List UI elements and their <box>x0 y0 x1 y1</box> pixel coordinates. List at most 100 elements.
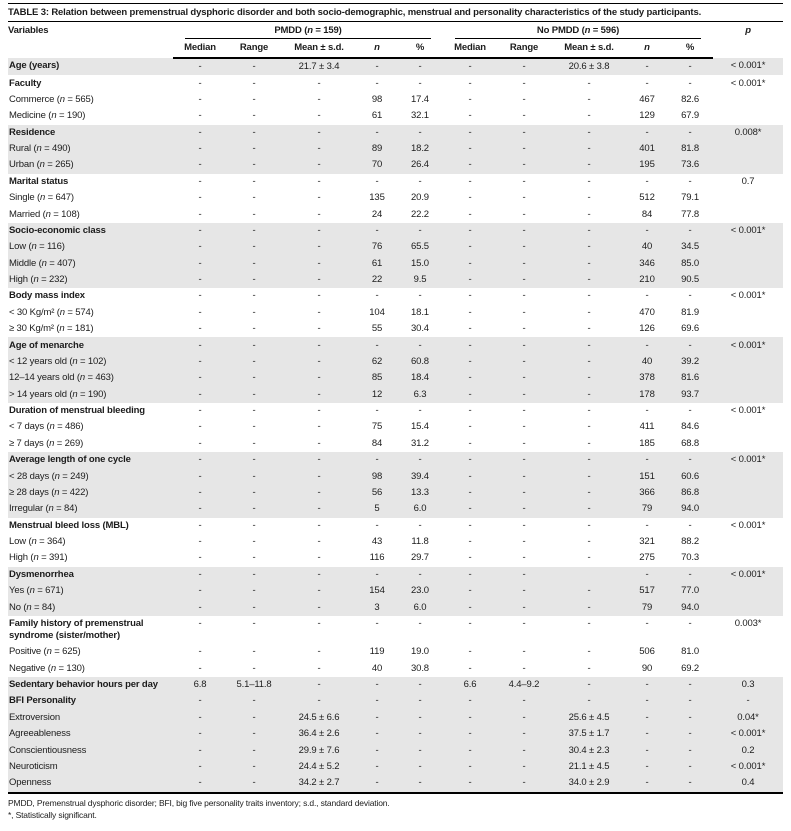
data-cell: - <box>375 744 379 756</box>
data-cell: - <box>468 744 472 756</box>
data-cell: - <box>468 585 472 597</box>
data-cell: - <box>645 405 649 417</box>
data-cell: - <box>317 208 321 220</box>
group-header-no-pmdd-label: No PMDD (n = 596) <box>455 24 702 39</box>
data-cell: 178 <box>639 388 655 400</box>
subheader-range-no-pmdd: Range <box>497 39 551 59</box>
data-cell: - <box>522 110 526 122</box>
data-cell: - <box>198 77 202 89</box>
data-cell: - <box>468 536 472 548</box>
p-value-cell <box>713 550 783 566</box>
data-cell: - <box>252 646 256 658</box>
data-cell: - <box>587 241 591 253</box>
data-cell: - <box>198 93 202 105</box>
data-cell: - <box>317 372 321 384</box>
data-cell: - <box>522 744 526 756</box>
p-value-cell <box>713 644 783 660</box>
data-cell: - <box>468 306 472 318</box>
data-cell: - <box>198 646 202 658</box>
data-cell: 15.4 <box>411 421 429 433</box>
data-cell: 185 <box>639 437 655 449</box>
data-cell: 22 <box>371 274 383 286</box>
data-cell: - <box>317 552 321 564</box>
data-cell: - <box>522 552 526 564</box>
data-cell: - <box>645 777 649 789</box>
table-row: Urban (n = 265) - - - 70 26.4 - - - 195 73.6 <box>8 157 784 174</box>
subheader-median-pmdd: Median <box>173 39 227 59</box>
table-row: Marital status - - - - - - - - - - 0.7 <box>8 174 783 190</box>
row-label: Negative (n = 130) <box>9 662 85 674</box>
data-cell: 6.3 <box>413 388 427 400</box>
data-cell: - <box>522 93 526 105</box>
data-cell: 81.9 <box>681 306 699 318</box>
data-cell: - <box>468 208 472 220</box>
data-cell: - <box>252 454 256 466</box>
row-label: > 14 years old (n = 190) <box>9 388 107 400</box>
data-cell: - <box>587 93 591 105</box>
row-label: Age (years) <box>9 60 60 72</box>
table-row: Yes (n = 671) - - - 154 23.0 - - - 517 77.0 <box>8 583 784 600</box>
data-cell: - <box>468 568 472 580</box>
p-value-cell: < 0.001* <box>730 454 766 466</box>
data-cell: 23.0 <box>411 585 429 597</box>
data-cell: - <box>375 454 379 466</box>
data-cell: - <box>375 519 379 531</box>
data-cell: 62 <box>371 355 383 367</box>
data-cell: - <box>317 405 321 417</box>
data-cell: - <box>375 290 379 302</box>
data-cell: - <box>418 175 422 187</box>
p-value-cell: 0.04* <box>737 711 759 723</box>
data-cell: 89 <box>371 143 383 155</box>
data-cell: - <box>522 728 526 740</box>
data-cell: - <box>198 470 202 482</box>
data-cell: - <box>375 568 379 580</box>
data-cell: - <box>198 454 202 466</box>
p-value-cell <box>713 256 783 272</box>
data-cell: - <box>418 711 422 723</box>
footnote-abbreviations: PMDD, Premenstrual dysphoric disorder; B… <box>8 797 390 808</box>
data-cell: - <box>418 568 422 580</box>
data-cell: - <box>468 437 472 449</box>
data-cell: - <box>522 208 526 220</box>
subheader-median-no-pmdd: Median <box>443 39 497 59</box>
p-value-cell: < 0.001* <box>730 60 766 72</box>
data-cell: - <box>522 241 526 253</box>
subheader-n-no-pmdd: n <box>627 39 667 59</box>
table-row: High (n = 391) - - - 116 29.7 - - - 275 70.3 <box>8 550 783 566</box>
data-cell: - <box>645 728 649 740</box>
data-cell: - <box>587 192 591 204</box>
data-cell: - <box>468 711 472 723</box>
p-value-cell: 0.7 <box>741 175 755 187</box>
data-cell: 34.0 ± 2.9 <box>568 777 610 789</box>
data-cell: - <box>252 175 256 187</box>
data-cell: - <box>418 519 422 531</box>
data-cell: - <box>522 760 526 772</box>
data-cell: 60.6 <box>681 470 699 482</box>
data-cell: - <box>252 290 256 302</box>
data-cell: 82.6 <box>681 93 699 105</box>
data-cell: - <box>418 728 422 740</box>
data-cell: - <box>317 110 321 122</box>
data-cell: 5.1–11.8 <box>236 679 272 691</box>
table-title-block: TABLE 3: Relation between premenstrual d… <box>8 3 783 22</box>
data-cell: - <box>198 306 202 318</box>
data-cell: 512 <box>639 192 655 204</box>
data-cell: - <box>317 568 321 580</box>
data-cell: - <box>198 585 202 597</box>
data-cell: 85.0 <box>681 257 699 269</box>
p-value-cell <box>713 272 783 288</box>
data-cell: - <box>252 110 256 122</box>
row-label: Menstrual bleed loss (MBL) <box>9 519 129 531</box>
table-row: Rural (n = 490) - - - 89 18.2 - - - 401 81.8 <box>8 140 784 158</box>
subheader-percent-pmdd: % <box>397 39 443 59</box>
data-cell: 24.5 ± 6.6 <box>298 711 340 723</box>
data-cell: - <box>522 777 526 789</box>
row-label: Socio-economic class <box>9 224 106 236</box>
p-value-cell <box>713 92 783 108</box>
row-label: Commerce (n = 565) <box>9 93 94 105</box>
data-cell: 20.6 ± 3.8 <box>568 61 610 73</box>
data-cell: 69.2 <box>681 662 699 674</box>
data-cell: - <box>688 519 692 531</box>
table-row: Married (n = 108) - - - 24 22.2 - - - 84 77.8 <box>8 206 783 222</box>
data-cell: 55 <box>371 323 383 335</box>
